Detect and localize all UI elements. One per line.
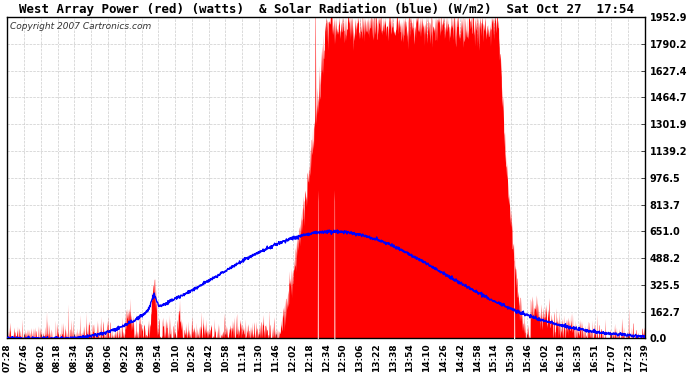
Text: Copyright 2007 Cartronics.com: Copyright 2007 Cartronics.com [10, 22, 152, 31]
Title: West Array Power (red) (watts)  & Solar Radiation (blue) (W/m2)  Sat Oct 27  17:: West Array Power (red) (watts) & Solar R… [19, 3, 633, 16]
